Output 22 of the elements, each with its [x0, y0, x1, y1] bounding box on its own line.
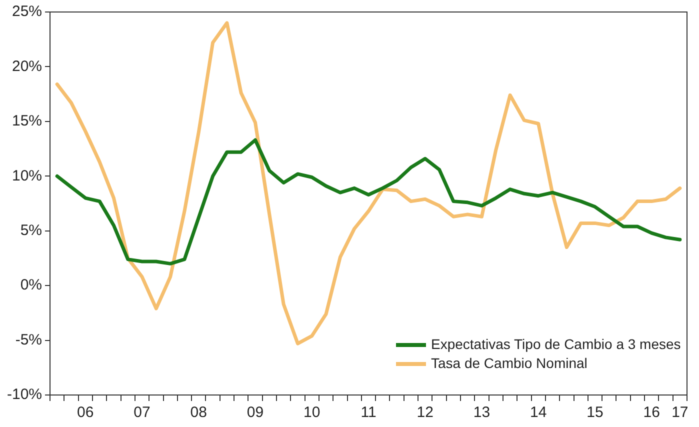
- x-tick-label: 06: [77, 404, 94, 422]
- x-tick-label: 16: [643, 404, 660, 422]
- legend-label: Expectativas Tipo de Cambio a 3 meses: [431, 335, 681, 354]
- x-tick-label: 17: [672, 404, 688, 422]
- x-tick-label: 11: [360, 404, 376, 422]
- y-tick-label: 20%: [12, 58, 42, 75]
- x-tick-label: 10: [304, 404, 320, 422]
- x-tick-label: 12: [416, 404, 434, 422]
- y-tick-label: 0%: [20, 276, 42, 294]
- legend-label: Tasa de Cambio Nominal: [431, 354, 588, 373]
- y-tick-label: 15%: [12, 112, 42, 130]
- y-tick-label: 10%: [12, 167, 42, 184]
- y-tick-label: -10%: [6, 386, 42, 404]
- x-tick-label: 15: [586, 404, 604, 422]
- x-tick-label: 09: [246, 404, 264, 422]
- x-tick-label: 08: [190, 404, 207, 422]
- x-tick-label: 14: [530, 404, 547, 422]
- x-tick-label: 13: [473, 404, 490, 422]
- y-tick-label: 25%: [12, 3, 42, 20]
- y-tick-label: 5%: [20, 222, 42, 239]
- y-tick-label: -5%: [15, 331, 42, 348]
- x-tick-label: 07: [134, 404, 150, 422]
